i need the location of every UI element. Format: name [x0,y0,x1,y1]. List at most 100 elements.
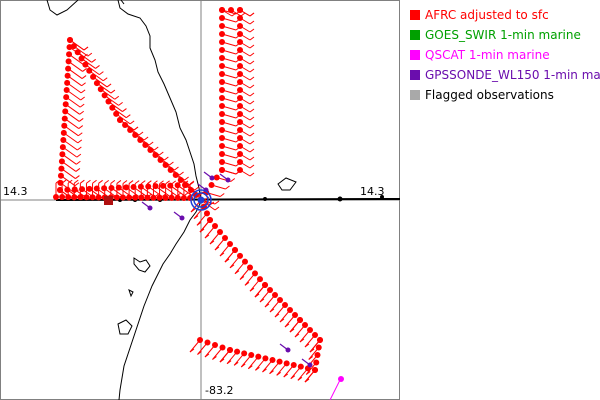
afrc-point[interactable] [59,194,66,201]
afrc-point[interactable] [269,357,276,363]
afrc-point[interactable] [64,79,71,86]
afrc-point[interactable] [217,229,223,235]
afrc-point[interactable] [237,159,243,165]
gpssonde-observations[interactable] [141,171,313,368]
afrc-point[interactable] [77,194,84,201]
afrc-point[interactable] [95,194,102,201]
afrc-point[interactable] [302,322,308,328]
afrc-point[interactable] [219,95,225,101]
afrc-point[interactable] [83,194,90,201]
afrc-point[interactable] [237,103,243,109]
afrc-point[interactable] [315,344,322,351]
afrc-point[interactable] [219,167,225,173]
afrc-point[interactable] [248,352,255,358]
afrc-point[interactable] [313,359,320,366]
afrc-point[interactable] [222,235,228,241]
afrc-point[interactable] [204,339,211,346]
afrc-point[interactable] [262,282,268,288]
afrc-point[interactable] [59,144,66,151]
afrc-point[interactable] [219,159,225,165]
afrc-point[interactable] [66,51,73,58]
afrc-point[interactable] [237,252,243,259]
afrc-point[interactable] [89,194,96,201]
afrc-point[interactable] [113,110,120,117]
afrc-point[interactable] [174,194,181,201]
qscat-point[interactable] [338,376,344,382]
afrc-point[interactable] [237,39,243,45]
afrc-point[interactable] [132,194,139,201]
afrc-point[interactable] [212,223,218,229]
afrc-point[interactable] [156,194,163,201]
legend-item-gpssonde[interactable]: GPSSONDE_WL150 1-min mar [407,68,600,88]
afrc-point[interactable] [237,79,243,85]
afrc-point[interactable] [113,194,120,201]
afrc-point[interactable] [63,94,70,101]
legend-item-afrc[interactable]: AFRC adjusted to sfc [407,8,600,28]
afrc-point[interactable] [227,241,233,247]
afrc-point[interactable] [162,194,169,201]
sonde-point[interactable] [279,343,291,353]
afrc-point[interactable] [237,23,243,29]
afrc-point[interactable] [63,87,70,93]
afrc-point[interactable] [53,194,59,200]
afrc-point[interactable] [86,185,93,192]
afrc-point[interactable] [90,73,97,80]
afrc-point[interactable] [208,182,215,188]
afrc-point[interactable] [290,362,297,368]
legend-item-goes-swir[interactable]: GOES_SWIR 1-min marine [407,28,600,48]
afrc-point[interactable] [62,101,69,108]
sonde-point[interactable] [219,173,231,183]
afrc-point[interactable] [242,258,248,265]
afrc-point[interactable] [237,63,243,69]
afrc-point[interactable] [212,342,218,348]
afrc-point[interactable] [57,172,64,179]
afrc-point[interactable] [237,135,243,141]
afrc-point[interactable] [197,337,203,343]
sonde-point[interactable] [141,201,153,211]
afrc-point[interactable] [145,183,152,190]
afrc-point[interactable] [59,151,66,158]
afrc-point[interactable] [252,270,258,277]
afrc-point[interactable] [62,108,69,115]
map-panel[interactable]: 14.3 14.3 -83.2 [0,0,400,400]
afrc-point[interactable] [312,367,318,373]
afrc-point[interactable] [237,15,243,21]
afrc-point[interactable] [61,122,68,129]
afrc-point[interactable] [65,65,72,72]
afrc-point[interactable] [314,352,321,358]
afrc-point[interactable] [93,80,100,87]
afrc-point[interactable] [150,194,157,201]
afrc-point[interactable] [257,276,263,283]
legend-item-flagged[interactable]: Flagged observations [407,88,600,108]
afrc-point[interactable] [237,119,243,125]
afrc-point[interactable] [64,186,71,193]
afrc-point[interactable] [123,184,130,191]
afrc-point[interactable] [122,122,129,128]
afrc-point[interactable] [237,31,243,37]
afrc-point[interactable] [57,187,63,193]
afrc-point[interactable] [262,355,269,362]
afrc-point[interactable] [97,86,104,93]
afrc-point[interactable] [287,307,293,313]
afrc-point[interactable] [219,344,226,351]
afrc-point[interactable] [219,47,225,53]
afrc-point[interactable] [237,7,243,13]
sonde-point[interactable] [173,211,185,221]
afrc-point[interactable] [101,185,108,192]
afrc-point[interactable] [109,104,116,111]
afrc-point[interactable] [101,92,108,99]
qscat-observations[interactable] [329,376,344,400]
afrc-point[interactable] [58,158,65,165]
afrc-point[interactable] [307,327,313,333]
afrc-point[interactable] [219,39,225,45]
afrc-point[interactable] [204,210,210,217]
afrc-point[interactable] [228,7,234,13]
afrc-point[interactable] [237,151,243,157]
afrc-point[interactable] [219,151,225,157]
afrc-observations[interactable] [53,7,323,383]
afrc-point[interactable] [65,58,72,65]
afrc-point[interactable] [65,194,72,201]
afrc-point[interactable] [283,360,290,367]
afrc-point[interactable] [86,67,93,74]
afrc-point[interactable] [219,111,225,117]
